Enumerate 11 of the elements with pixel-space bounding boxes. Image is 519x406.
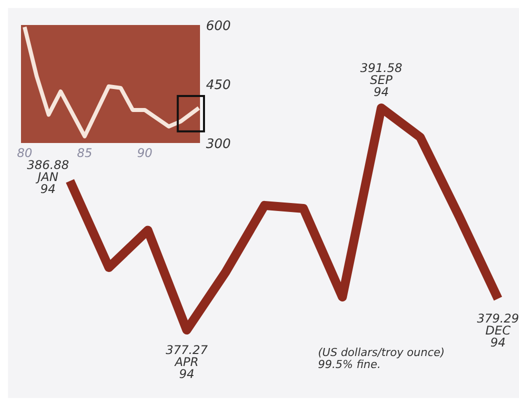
text: (US dollars/troy ounce) 99.5% fine. — [318, 346, 445, 371]
data-label: 391.58 SEP 94 — [360, 61, 403, 99]
data-label: 379.29 DEC 94 — [477, 312, 519, 350]
y-tick-label: 600 — [206, 19, 231, 34]
data-label: 386.88 JAN 94 — [27, 158, 70, 196]
x-tick-label: 90 — [137, 146, 153, 160]
x-tick-label: 80 — [16, 146, 33, 160]
y-tick-label: 300 — [206, 137, 231, 152]
data-label: 377.27 APR 94 — [166, 343, 208, 381]
y-tick-label: 450 — [206, 78, 231, 93]
x-tick-label: 85 — [77, 146, 92, 160]
